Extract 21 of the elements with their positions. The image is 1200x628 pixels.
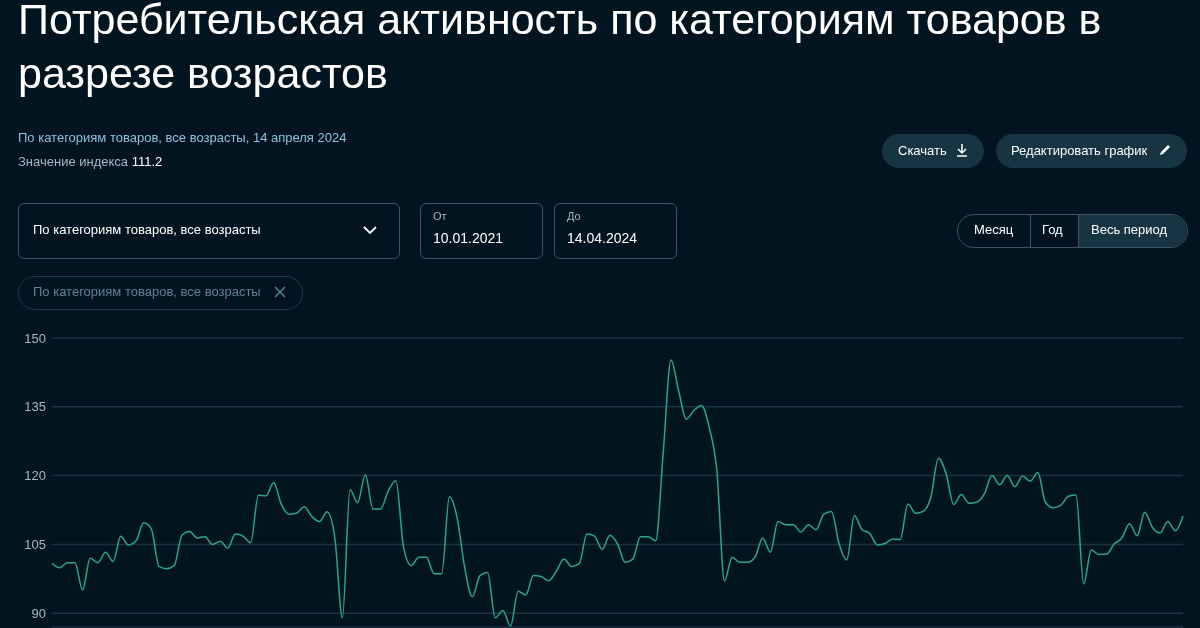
text: По категориям товаров, все возрасты	[33, 222, 261, 237]
line-series	[51, 359, 1184, 627]
y-tick-label: 135	[24, 399, 46, 415]
text: Значение индекса	[18, 154, 129, 169]
chart-subtitle: По категориям товаров, все возрасты, 14 апреля 2024	[18, 130, 347, 145]
text: Весь период	[1091, 222, 1168, 237]
text: До	[567, 210, 581, 222]
y-tick-label: 120	[24, 468, 46, 484]
y-tick-label: 150	[24, 330, 46, 346]
text: 111.2	[131, 154, 163, 169]
text: От	[433, 210, 447, 222]
text: Год	[1042, 222, 1063, 237]
text: Месяц	[974, 222, 1014, 237]
chart-title: Потребительская активность по категориям товаров в разрезе возрастов	[18, 0, 1103, 99]
y-tick-label: 90	[31, 605, 46, 621]
text: Скачать	[898, 143, 947, 158]
text: Редактировать график	[1011, 143, 1148, 158]
text: 10.01.2021	[433, 230, 504, 246]
text: По категориям товаров, все возрасты	[33, 284, 261, 299]
text: 14.04.2024	[567, 230, 638, 246]
y-tick-label: 105	[24, 537, 46, 553]
